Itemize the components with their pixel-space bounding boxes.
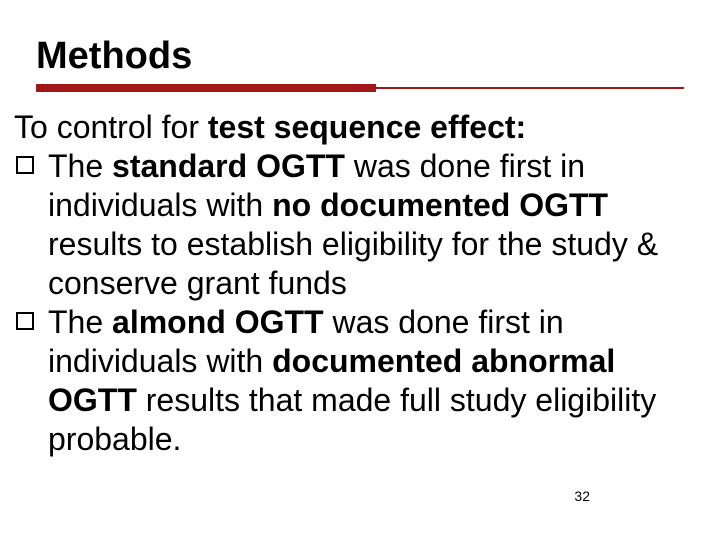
title-rule-thin: [376, 87, 684, 89]
title-rule: [36, 84, 684, 92]
text-run: results to establish eligibility for the…: [48, 226, 658, 301]
text-run-bold: no documented OGTT: [272, 187, 608, 223]
bullet-item: The standard OGTT was done first in indi…: [14, 147, 710, 303]
slide: Methods To control for test sequence eff…: [0, 0, 720, 540]
square-bullet-icon: [16, 156, 34, 174]
text-run-bold: almond OGTT: [112, 304, 324, 340]
intro-line: To control for test sequence effect:: [14, 108, 710, 147]
slide-title: Methods: [36, 36, 684, 78]
text-run-bold: standard OGTT: [112, 148, 345, 184]
text-run: The: [48, 304, 112, 340]
text-run: results that made full study eligibility…: [48, 382, 656, 457]
square-bullet-icon: [16, 312, 34, 330]
intro-bold: test sequence effect:: [208, 109, 526, 145]
text-run: The: [48, 148, 112, 184]
body-block: To control for test sequence effect: The…: [14, 108, 710, 459]
title-rule-thick: [36, 84, 376, 92]
page-number: 32: [574, 488, 590, 504]
bullet-text: The standard OGTT was done first in indi…: [48, 148, 658, 301]
bullet-item: The almond OGTT was done first in indivi…: [14, 303, 710, 459]
bullet-text: The almond OGTT was done first in indivi…: [48, 304, 656, 457]
title-block: Methods: [36, 36, 684, 92]
intro-prefix: To control for: [14, 109, 208, 145]
